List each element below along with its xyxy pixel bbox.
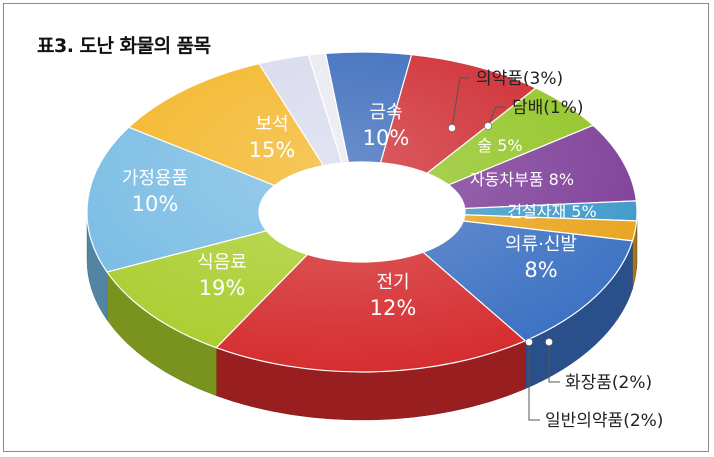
slice-label-의약품: 의약품(3%) (476, 69, 563, 89)
leader-dot-의약품 (448, 124, 456, 132)
leader-dot-화장품 (545, 338, 553, 346)
leader-line-화장품 (548, 342, 560, 383)
slice-label-가정용품: 가정용품 10% (122, 168, 188, 216)
chart-hole (259, 162, 465, 262)
slice-label-술: 술 5% (477, 136, 522, 155)
slice-label-금속: 금속 10% (363, 102, 410, 150)
leader-dot-담배 (484, 122, 492, 130)
slice-label-일반의약품: 일반의약품(2%) (545, 411, 663, 431)
chart-title: 표3. 도난 화물의 품목 (37, 35, 211, 57)
leader-dot-일반의약품 (525, 338, 533, 346)
chart-labels: 술 5% 자동차부품 8% 건설자재 5% 의류·신발 8% 전기 12% 식음료 19%가정용… (122, 102, 597, 320)
slice-label-담배: 담배(1%) (512, 98, 584, 118)
slice-label-의류-신발: 의류·신발 8% (505, 234, 577, 282)
donut-hole (259, 162, 465, 262)
slice-label-자동차부품: 자동차부품 8% (470, 170, 574, 189)
slice-label-건설자재: 건설자재 5% (507, 202, 596, 221)
slice-label-전기: 전기 12% (370, 272, 417, 320)
slice-label-보석: 보석 15% (249, 114, 296, 162)
chart-leaders: 의약품(3%) 담배(1%) 화장품(2%) 일반의약품(2%) (448, 69, 663, 431)
slice-label-식음료: 식음료 19% (197, 252, 247, 300)
leader-line-일반의약품 (528, 342, 540, 421)
slice-label-화장품: 화장품(2%) (565, 373, 652, 393)
leader-line-담배 (487, 106, 506, 127)
leader-line-의약품 (451, 77, 470, 129)
